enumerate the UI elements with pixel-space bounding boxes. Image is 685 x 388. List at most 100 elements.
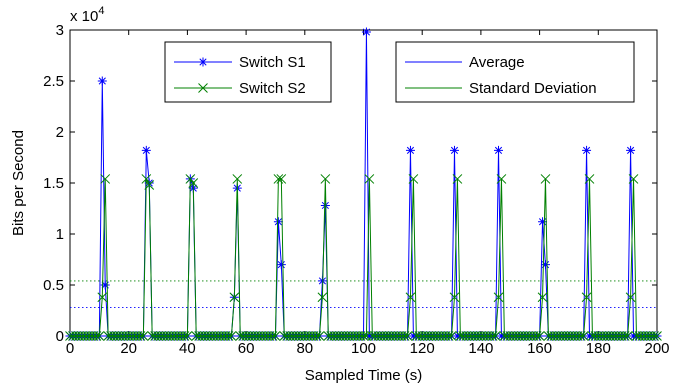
data-point — [91, 331, 102, 341]
data-point — [575, 331, 586, 341]
data-point — [198, 83, 208, 93]
data-point — [582, 145, 592, 155]
data-point — [399, 331, 410, 341]
data-point — [490, 331, 501, 341]
data-point — [179, 331, 190, 341]
data-point — [405, 145, 415, 155]
legend-label: Switch S2 — [239, 80, 306, 97]
data-point — [185, 174, 196, 184]
data-point — [232, 174, 243, 184]
data-point — [138, 331, 149, 341]
data-point — [94, 331, 105, 341]
data-point — [223, 331, 234, 341]
y-tick-label: 0 — [56, 328, 64, 345]
data-point — [270, 331, 281, 341]
data-point — [273, 217, 283, 227]
y-multiplier-label: x 104 — [70, 5, 104, 25]
x-tick-label: 120 — [410, 340, 435, 357]
data-point — [97, 292, 108, 303]
data-point — [361, 27, 371, 37]
legend-entry: Switch S2 — [174, 80, 306, 97]
data-point — [358, 331, 369, 341]
data-point — [493, 292, 504, 303]
data-point — [540, 260, 550, 270]
data-point — [494, 145, 504, 155]
data-point — [537, 292, 548, 303]
data-point — [581, 292, 592, 303]
data-point — [622, 331, 633, 341]
data-point — [317, 292, 328, 303]
data-point — [443, 331, 454, 341]
legend-label: Switch S1 — [239, 54, 306, 71]
x-axis-label: Sampled Time (s) — [305, 367, 423, 384]
y-tick-label: 3 — [56, 22, 64, 39]
y-tick-label: 2 — [56, 124, 64, 141]
data-point — [226, 331, 237, 341]
data-point — [97, 76, 107, 86]
data-point — [314, 331, 325, 341]
data-point — [619, 331, 630, 341]
y-axis-label: Bits per Second — [10, 130, 27, 236]
legend-entry: Switch S1 — [174, 54, 306, 71]
x-tick-label: 0 — [66, 340, 74, 357]
x-tick-label: 140 — [468, 340, 493, 357]
x-tick-label: 100 — [351, 340, 376, 357]
y-tick-label: 1.5 — [43, 175, 64, 192]
data-point — [144, 178, 154, 188]
data-point — [446, 331, 457, 341]
data-point — [452, 174, 463, 184]
data-point — [628, 174, 639, 184]
y-tick-label: 0.5 — [43, 277, 64, 294]
data-point — [534, 331, 545, 341]
data-point — [144, 180, 155, 190]
legend-entry: Standard Deviation — [405, 80, 597, 97]
data-point — [652, 331, 662, 341]
x-tick-label: 180 — [586, 340, 611, 357]
data-point — [141, 174, 152, 184]
data-point — [408, 174, 419, 184]
legend-entry: Average — [405, 54, 525, 71]
data-point — [100, 174, 111, 184]
data-point — [188, 178, 199, 188]
x-tick-label: 20 — [120, 340, 137, 357]
x-tick-label: 40 — [179, 340, 196, 357]
data-point — [538, 217, 548, 227]
legend-series — [164, 41, 332, 103]
series-switch-s2 — [65, 174, 662, 341]
data-point — [276, 260, 286, 270]
data-point — [487, 331, 498, 341]
data-point — [531, 331, 542, 341]
y-multiplier-base: x 10 — [70, 8, 98, 25]
data-point — [649, 331, 659, 341]
data-point — [100, 280, 110, 290]
legend-label: Average — [469, 54, 525, 71]
data-point — [496, 174, 507, 184]
legend-label: Standard Deviation — [469, 80, 597, 97]
data-point — [540, 174, 551, 184]
x-tick-label: 200 — [644, 340, 669, 357]
y-tick-label: 2.5 — [43, 73, 64, 90]
data-point — [229, 292, 240, 303]
data-point — [320, 174, 331, 184]
data-point — [276, 174, 287, 184]
data-point — [311, 331, 322, 341]
data-point — [625, 292, 636, 303]
data-point — [449, 145, 459, 155]
legend-statistics — [395, 41, 635, 103]
data-point — [578, 331, 589, 341]
data-point — [626, 145, 636, 155]
y-multiplier-exponent: 4 — [98, 5, 104, 17]
data-point — [267, 331, 278, 341]
data-point — [135, 331, 146, 341]
data-point — [141, 145, 151, 155]
data-point — [405, 292, 416, 303]
data-point — [364, 174, 375, 184]
data-point — [584, 174, 595, 184]
data-point — [273, 174, 284, 184]
x-tick-label: 80 — [296, 340, 313, 357]
data-point — [402, 331, 413, 341]
data-point — [449, 292, 460, 303]
x-tick-label: 160 — [527, 340, 552, 357]
data-point — [182, 331, 193, 341]
